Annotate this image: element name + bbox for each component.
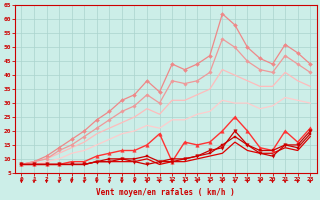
X-axis label: Vent moyen/en rafales ( km/h ): Vent moyen/en rafales ( km/h ) bbox=[96, 188, 235, 197]
